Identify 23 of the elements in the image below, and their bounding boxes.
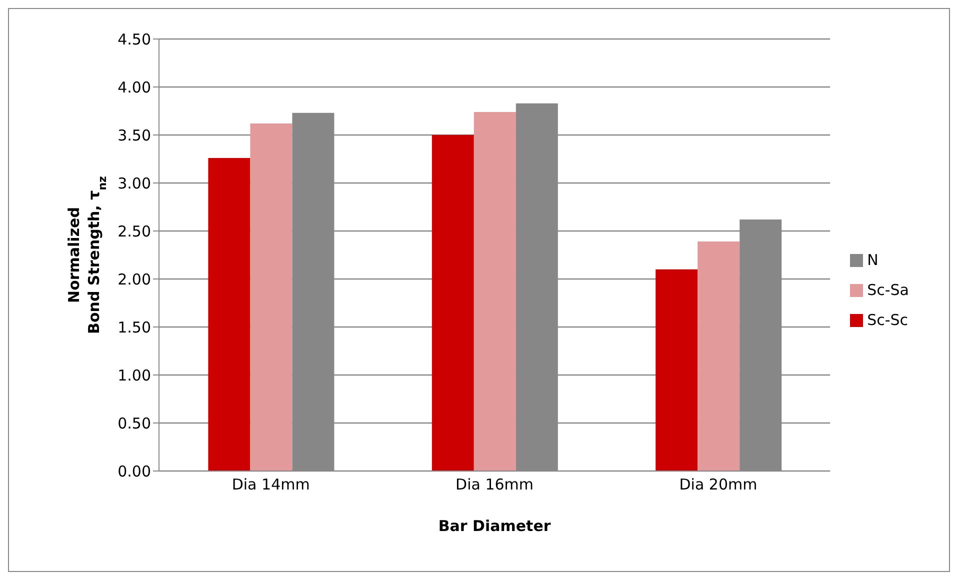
y-tick-label: 2.00: [118, 270, 151, 288]
legend-label: Sc-Sa: [867, 281, 909, 299]
y-tick-label: 1.50: [118, 318, 151, 336]
y-tick-label: 1.00: [118, 366, 151, 384]
bar: [250, 123, 292, 471]
y-tick-label: 0.00: [118, 462, 151, 480]
y-tick-label: 3.00: [118, 174, 151, 192]
y-tick-label: 4.50: [118, 30, 151, 48]
bar: [656, 269, 698, 471]
legend-label: N: [867, 251, 878, 269]
bar: [474, 112, 516, 471]
bar: [432, 135, 474, 471]
y-tick-label: 0.50: [118, 414, 151, 432]
legend-label: Sc-Sc: [867, 311, 908, 329]
y-tick-label: 3.50: [118, 126, 151, 144]
bar: [208, 158, 250, 471]
bar: [698, 242, 740, 471]
x-tick-label: Dia 14mm: [232, 476, 310, 494]
y-tick-label: 4.00: [118, 78, 151, 96]
x-tick-label: Dia 20mm: [679, 476, 758, 494]
x-tick-label: Dia 16mm: [456, 476, 534, 494]
y-tick-label: 2.50: [118, 222, 151, 240]
x-axis-title: Bar Diameter: [438, 517, 552, 535]
